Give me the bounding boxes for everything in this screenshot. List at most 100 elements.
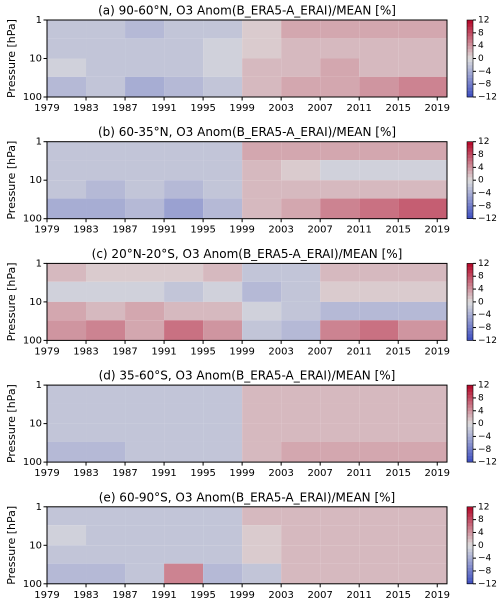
heat-cell — [125, 385, 165, 404]
heat-cell — [86, 525, 126, 546]
colorbar-tick-label: −8 — [478, 323, 492, 333]
heat-cell — [47, 563, 87, 584]
colorbar-tick-label: 12 — [478, 502, 489, 512]
heat-cell — [359, 38, 399, 59]
colorbar-tick-label: −12 — [478, 93, 497, 103]
heat-cell — [281, 403, 321, 424]
heat-cell — [359, 263, 399, 282]
colorbar-segment — [467, 513, 473, 517]
heat-cell — [281, 76, 321, 97]
heat-cell — [281, 58, 321, 77]
heat-cell — [203, 180, 243, 199]
colorbar-segment — [467, 285, 473, 290]
heat-cell — [281, 263, 321, 282]
colorbar-tick-label: 0 — [478, 419, 484, 429]
colorbar-tick-label: −8 — [478, 445, 492, 455]
x-tick-label: 1987 — [112, 468, 137, 479]
panel-title: (c) 20°N-20°S, O3 Anom(B_ERA5-A_ERAI)/ME… — [92, 247, 403, 261]
colorbar-segment — [467, 55, 473, 59]
y-tick-label: 10 — [29, 54, 42, 65]
colorbar-segment — [467, 77, 473, 82]
y-tick-label: 10 — [29, 540, 42, 551]
x-tick-label: 1991 — [151, 103, 176, 114]
colorbar-segment — [467, 385, 473, 389]
heat-cell — [281, 545, 321, 564]
heat-cell — [398, 545, 447, 564]
heat-cell — [281, 563, 321, 584]
x-tick-label: 1991 — [151, 346, 176, 357]
x-tick-label: 1995 — [190, 346, 215, 357]
colorbar-segment — [467, 542, 473, 546]
heat-cell — [359, 506, 399, 526]
colorbar-tick-label: 0 — [478, 176, 484, 186]
heat-cell — [320, 385, 360, 404]
heat-cell — [203, 58, 243, 77]
colorbar-segment — [467, 455, 473, 460]
heat-cell — [203, 403, 243, 424]
heat-cell — [203, 506, 243, 526]
x-tick-label: 1999 — [229, 346, 254, 357]
colorbar-segment — [467, 426, 473, 431]
heat-cell — [86, 545, 126, 564]
colorbar-tick-label: 12 — [478, 259, 489, 269]
y-axis-label: Pressure [hPa] — [5, 384, 18, 463]
x-tick-label: 1999 — [229, 103, 254, 114]
x-tick-label: 1987 — [112, 346, 137, 357]
heat-cell — [242, 423, 282, 442]
x-tick-label: 2019 — [425, 468, 450, 479]
heat-cell — [164, 160, 204, 181]
heat-cell — [203, 563, 243, 584]
colorbar-tick-label: −12 — [478, 214, 497, 224]
x-tick-label: 2015 — [385, 103, 410, 114]
heat-cell — [47, 320, 87, 341]
colorbar-segment — [467, 561, 473, 565]
colorbar-segment — [467, 276, 473, 280]
heat-cell — [398, 198, 447, 219]
y-tick-label: 1 — [36, 137, 42, 148]
heat-cell — [203, 160, 243, 181]
colorbar-tick-label: 0 — [478, 541, 484, 551]
colorbar-segment — [467, 538, 473, 543]
colorbar-tick-label: 8 — [478, 393, 484, 403]
colorbar-segment — [467, 141, 473, 146]
heat-cell — [47, 20, 87, 39]
heat-cell — [242, 385, 282, 404]
heat-cell — [47, 525, 87, 546]
heat-cell — [398, 58, 447, 77]
heat-cell — [320, 506, 360, 526]
heat-cell — [359, 525, 399, 546]
heat-cell — [398, 320, 447, 341]
colorbar-segment — [467, 305, 473, 309]
heat-cell — [203, 385, 243, 404]
heat-cell — [86, 180, 126, 199]
y-tick-label: 1 — [36, 258, 42, 269]
colorbar-segment — [467, 317, 473, 322]
colorbar-segment — [467, 394, 473, 399]
colorbar-segment — [467, 397, 473, 402]
y-axis-label: Pressure [hPa] — [5, 262, 18, 341]
colorbar-segment — [467, 522, 473, 527]
heat-cell — [86, 263, 126, 282]
heat-cell — [281, 525, 321, 546]
heat-cell — [242, 506, 282, 526]
heat-cell — [86, 160, 126, 181]
colorbar-tick-label: −4 — [478, 67, 492, 77]
heat-cell — [86, 301, 126, 321]
colorbar-segment — [467, 430, 473, 434]
colorbar-tick-label: −12 — [478, 458, 497, 468]
heat-cell — [47, 76, 87, 97]
heat-cell — [125, 441, 165, 463]
colorbar-segment — [467, 23, 473, 27]
heat-cell — [398, 38, 447, 59]
heat-cell — [281, 20, 321, 39]
colorbar-segment — [467, 449, 473, 453]
y-tick-label: 10 — [29, 175, 42, 186]
colorbar-tick-label: −8 — [478, 566, 492, 576]
colorbar-segment — [467, 202, 473, 207]
colorbar-segment — [467, 417, 473, 421]
colorbar-segment — [467, 186, 473, 191]
colorbar-segment — [467, 157, 473, 162]
colorbar-segment — [467, 452, 473, 456]
colorbar-segment — [467, 154, 473, 159]
heat-cell — [398, 525, 447, 546]
